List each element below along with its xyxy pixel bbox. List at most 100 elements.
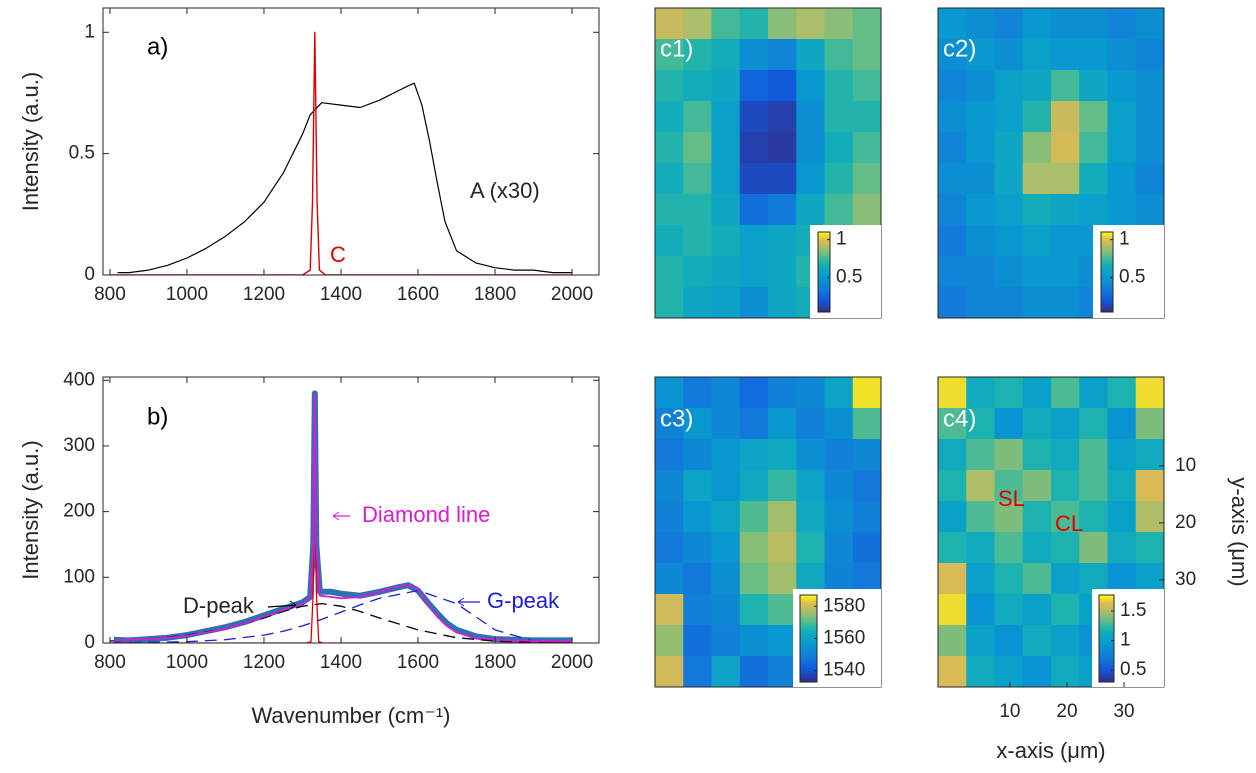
heat-cell xyxy=(1079,39,1108,71)
heat-cell xyxy=(1135,470,1165,502)
heat-cell xyxy=(824,501,854,533)
heat-cell xyxy=(994,8,1024,40)
x-tick-label: 1000 xyxy=(166,652,208,673)
heat-cell xyxy=(683,194,712,226)
colorbar-step xyxy=(1099,636,1114,639)
colorbar-step xyxy=(1101,274,1113,277)
heat-cell xyxy=(1022,532,1052,564)
colorbar-step xyxy=(818,266,830,269)
heat-cell xyxy=(711,470,741,502)
heat-cell xyxy=(796,408,825,440)
colorbar-step xyxy=(1101,300,1113,303)
x-tick-label: 1600 xyxy=(397,652,439,673)
heat-cell xyxy=(852,439,882,471)
heat-cell xyxy=(938,163,967,195)
heat-cell xyxy=(1022,287,1052,319)
heat-cell xyxy=(1051,470,1080,502)
colorbar-tick-label: 1540 xyxy=(823,660,865,681)
heat-cell xyxy=(1022,501,1052,533)
heat-cell xyxy=(683,625,712,657)
colorbar-step xyxy=(1099,597,1114,600)
heat-cell xyxy=(824,132,854,164)
colorbar-step xyxy=(818,306,830,309)
y-axis-label: y-axis (μm) xyxy=(1227,477,1252,586)
heat-cell xyxy=(994,163,1024,195)
heat-cell xyxy=(655,656,684,688)
heat-cell xyxy=(1079,377,1108,409)
colorbar-step xyxy=(800,679,817,683)
annotation: CL xyxy=(1055,511,1083,536)
colorbar-step xyxy=(800,662,817,666)
heat-cell xyxy=(1051,39,1080,71)
x-tick-label: 1800 xyxy=(474,284,516,305)
heat-cell xyxy=(768,625,797,657)
heat-cell xyxy=(1079,408,1108,440)
heat-cell xyxy=(1022,656,1052,688)
colorbar-step xyxy=(1099,621,1114,624)
colorbar-step xyxy=(800,651,817,655)
heat-cell xyxy=(768,408,797,440)
colorbar-step xyxy=(800,631,817,635)
heat-cell xyxy=(655,532,684,564)
colorbar-step xyxy=(1099,649,1114,653)
heat-cell xyxy=(768,532,797,564)
colorbar-step xyxy=(800,627,817,631)
heat-cell xyxy=(768,656,797,688)
colorbar-step xyxy=(1101,236,1113,239)
heat-cell xyxy=(1135,101,1165,133)
colorbar-step xyxy=(1099,599,1114,603)
heat-cell xyxy=(1107,163,1137,195)
heat-cell xyxy=(768,8,797,40)
heat-cell xyxy=(1079,8,1108,40)
colorbar-frame xyxy=(817,231,831,313)
y-tick-label: 0 xyxy=(84,264,95,285)
colorbar-step xyxy=(1099,679,1114,683)
heat-cell xyxy=(711,39,741,71)
heat-cell xyxy=(655,163,684,195)
colorbar-step xyxy=(1101,308,1113,311)
heat-cell xyxy=(1107,132,1137,164)
heat-cell xyxy=(994,501,1024,533)
heat-cell xyxy=(683,470,712,502)
colorbar-step xyxy=(1101,288,1113,291)
heat-cell xyxy=(768,563,797,595)
heat-cell xyxy=(683,532,712,564)
y-tick-label: 0.5 xyxy=(69,143,95,164)
colorbar-step xyxy=(1101,244,1113,247)
colorbar-step xyxy=(818,256,830,259)
colorbar-step xyxy=(1101,310,1113,313)
heat-cell xyxy=(768,377,797,409)
heat-cell xyxy=(1022,101,1052,133)
y-tick-label: 10 xyxy=(1175,455,1196,476)
heat-cell xyxy=(768,39,797,71)
colorbar-step xyxy=(1101,232,1113,235)
heat-cell xyxy=(768,70,797,102)
colorbar-step xyxy=(818,252,830,255)
heat-cell xyxy=(1051,163,1080,195)
heat-cell xyxy=(824,532,854,564)
colorbar-step xyxy=(1101,238,1113,241)
heat-cell xyxy=(1022,8,1052,40)
colorbar-step xyxy=(1101,270,1113,273)
heat-cell xyxy=(711,70,741,102)
heat-cell xyxy=(655,563,684,595)
heat-cell xyxy=(739,225,769,257)
heat-cell xyxy=(1051,532,1080,564)
heat-cell xyxy=(966,39,995,71)
colorbar-step xyxy=(818,310,830,313)
heat-cell xyxy=(1107,439,1137,471)
colorbar-step xyxy=(1099,603,1114,607)
heat-cell xyxy=(938,132,967,164)
heat-cell xyxy=(938,225,967,257)
colorbar-tick-label: 1 xyxy=(836,229,847,250)
heat-cell xyxy=(1022,377,1052,409)
heat-cell xyxy=(739,439,769,471)
colorbar-step xyxy=(800,671,817,674)
heat-cell xyxy=(938,101,967,133)
heat-cell xyxy=(966,132,995,164)
colorbar-step xyxy=(818,286,830,289)
heat-cell xyxy=(683,101,712,133)
colorbar-step xyxy=(800,655,817,659)
colorbar-tick-label: 0.5 xyxy=(1120,659,1146,680)
heat-cell xyxy=(683,39,712,71)
